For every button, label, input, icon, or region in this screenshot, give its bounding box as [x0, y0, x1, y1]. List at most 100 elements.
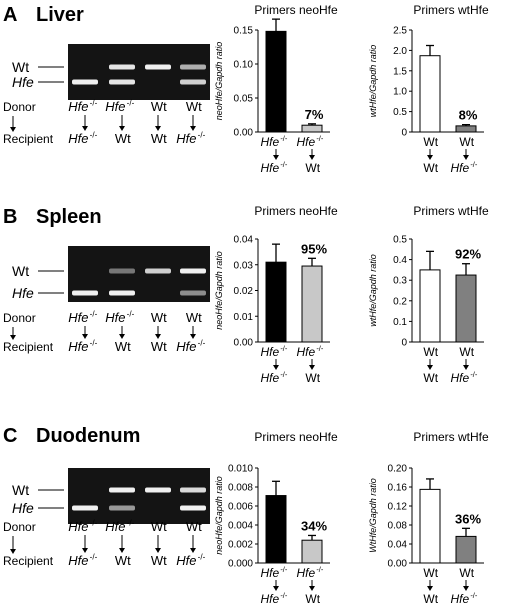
- lane-arrow: [155, 535, 161, 553]
- y-tick-label: 0.01: [234, 312, 254, 323]
- band-label-wt: Wt: [12, 263, 29, 279]
- lane-donor-genotype-text: Hfe: [105, 519, 125, 534]
- lane-donor-genotype-text: Wt: [186, 519, 202, 534]
- gel-band: [180, 487, 206, 493]
- panel-letter: C: [3, 425, 17, 447]
- gel-image: [68, 468, 210, 524]
- bar-recipient-genotype: Hfe -/-: [261, 591, 288, 606]
- donor-recipient-arrow: [10, 536, 16, 554]
- y-axis-label: WtHfe/Gapdh ratio: [368, 478, 378, 553]
- lane-donor-genotype: Hfe -/-: [68, 99, 97, 114]
- bar-percent-label: 95%: [301, 241, 327, 256]
- bar: [265, 261, 287, 343]
- lane-donor-genotype-sup: -/-: [90, 99, 98, 108]
- gel-band: [180, 268, 206, 274]
- bar-percent-label: 8%: [459, 108, 478, 123]
- bar-arrow: [309, 149, 315, 160]
- panel-letter: A: [3, 4, 17, 26]
- lane-donor-genotype-text: Wt: [186, 99, 202, 114]
- bar-recipient-genotype-text: Hfe: [261, 161, 280, 175]
- bar-arrow: [463, 359, 469, 370]
- y-tick-label: 0.00: [234, 128, 254, 139]
- bar-recipient-genotype-text: Hfe: [261, 371, 280, 385]
- bar-arrow: [273, 359, 279, 370]
- bar-donor-genotype-text: Hfe: [297, 566, 316, 580]
- lane-recipient-genotype: Wt: [115, 553, 131, 568]
- lane-recipient-genotype: Hfe -/-: [68, 131, 97, 146]
- lane-arrow: [82, 326, 88, 339]
- bar-recipient-genotype: Wt: [423, 161, 438, 175]
- lane-donor-genotype-text: Hfe: [68, 310, 88, 325]
- lane-recipient-genotype-text: Hfe: [68, 553, 88, 568]
- bar-donor-genotype-sup: -/-: [316, 344, 324, 353]
- y-tick-label: 0.000: [228, 559, 253, 570]
- lane-donor-genotype: Hfe -/-: [68, 519, 97, 534]
- lane-donor-genotype: Hfe -/-: [68, 310, 97, 325]
- y-tick-label: 0.008: [228, 483, 253, 494]
- bar: [301, 539, 323, 564]
- bar-recipient-genotype-sup: -/-: [470, 591, 478, 600]
- chart-title: Primers wtHfe: [413, 430, 489, 444]
- lane-donor-genotype-sup: -/-: [127, 99, 135, 108]
- gel-band: [180, 64, 206, 70]
- bar-arrow: [427, 149, 433, 160]
- bar-donor-genotype-sup: -/-: [316, 565, 324, 574]
- y-tick-label: 0.04: [234, 235, 254, 246]
- y-tick-label: 0.5: [393, 107, 407, 118]
- recipient-label: Recipient: [3, 554, 54, 568]
- bar-donor-genotype: Wt: [423, 566, 438, 580]
- lane-donor-genotype: Wt: [151, 519, 167, 534]
- bar-donor-genotype-sup: -/-: [316, 134, 324, 143]
- y-tick-label: 0.002: [228, 540, 253, 551]
- lane-donor-genotype-sup: -/-: [90, 519, 98, 528]
- lane-donor-genotype: Wt: [186, 99, 202, 114]
- lane-recipient-genotype-sup: -/-: [90, 339, 98, 348]
- y-tick-label: 0.10: [234, 60, 254, 71]
- y-tick-label: 0.16: [388, 483, 408, 494]
- donor-recipient-arrow: [10, 116, 16, 132]
- lane-donor-genotype-sup: -/-: [127, 310, 135, 319]
- bar-donor-genotype: Wt: [459, 566, 474, 580]
- y-tick-label: 0.08: [388, 521, 408, 532]
- bar-donor-genotype-text: Hfe: [297, 345, 316, 359]
- lane-recipient-genotype: Wt: [115, 131, 131, 146]
- lane-recipient-genotype: Wt: [151, 339, 167, 354]
- bar-donor-genotype: Wt: [459, 135, 474, 149]
- bar-donor-genotype: Hfe -/-: [297, 344, 324, 359]
- bar-donor-genotype-text: Hfe: [261, 566, 280, 580]
- bar-recipient-genotype: Wt: [305, 371, 320, 385]
- bar: [419, 269, 441, 343]
- gel-band: [109, 290, 135, 296]
- lane-recipient-genotype: Wt: [151, 553, 167, 568]
- bar-recipient-genotype-text: Wt: [305, 371, 320, 385]
- gel-image: [68, 44, 210, 100]
- bar-recipient-genotype-sup: -/-: [280, 160, 288, 169]
- chart-title: Primers neoHfe: [254, 3, 338, 17]
- lane-recipient-genotype-sup: -/-: [90, 553, 98, 562]
- lane-donor-genotype-text: Hfe: [105, 310, 125, 325]
- lane-arrow: [119, 535, 125, 553]
- band-label-hfe: Hfe: [12, 285, 34, 301]
- bar-percent-label: 36%: [455, 511, 481, 526]
- y-axis-label: neoHfe/Gapdh ratio: [214, 476, 224, 555]
- lane-donor-genotype: Wt: [151, 99, 167, 114]
- gel-band: [180, 290, 206, 296]
- bar-recipient-genotype-sup: -/-: [470, 160, 478, 169]
- chart-title: Primers neoHfe: [254, 430, 338, 444]
- bar: [265, 30, 287, 133]
- bar-percent-label: 34%: [301, 518, 327, 533]
- bar-recipient-genotype-text: Hfe: [261, 592, 280, 606]
- gel-band: [145, 64, 171, 70]
- y-tick-label: 0.00: [234, 338, 254, 349]
- bar-arrow: [463, 149, 469, 160]
- lane-donor-genotype-text: Hfe: [68, 99, 88, 114]
- lane-recipient-genotype-text: Wt: [151, 339, 167, 354]
- bar-donor-genotype-text: Wt: [423, 566, 438, 580]
- gel-band: [145, 268, 171, 274]
- chart-title: Primers neoHfe: [254, 204, 338, 218]
- band-label-hfe: Hfe: [12, 500, 34, 516]
- band-label-wt: Wt: [12, 59, 29, 75]
- bar-donor-genotype: Hfe -/-: [297, 565, 324, 580]
